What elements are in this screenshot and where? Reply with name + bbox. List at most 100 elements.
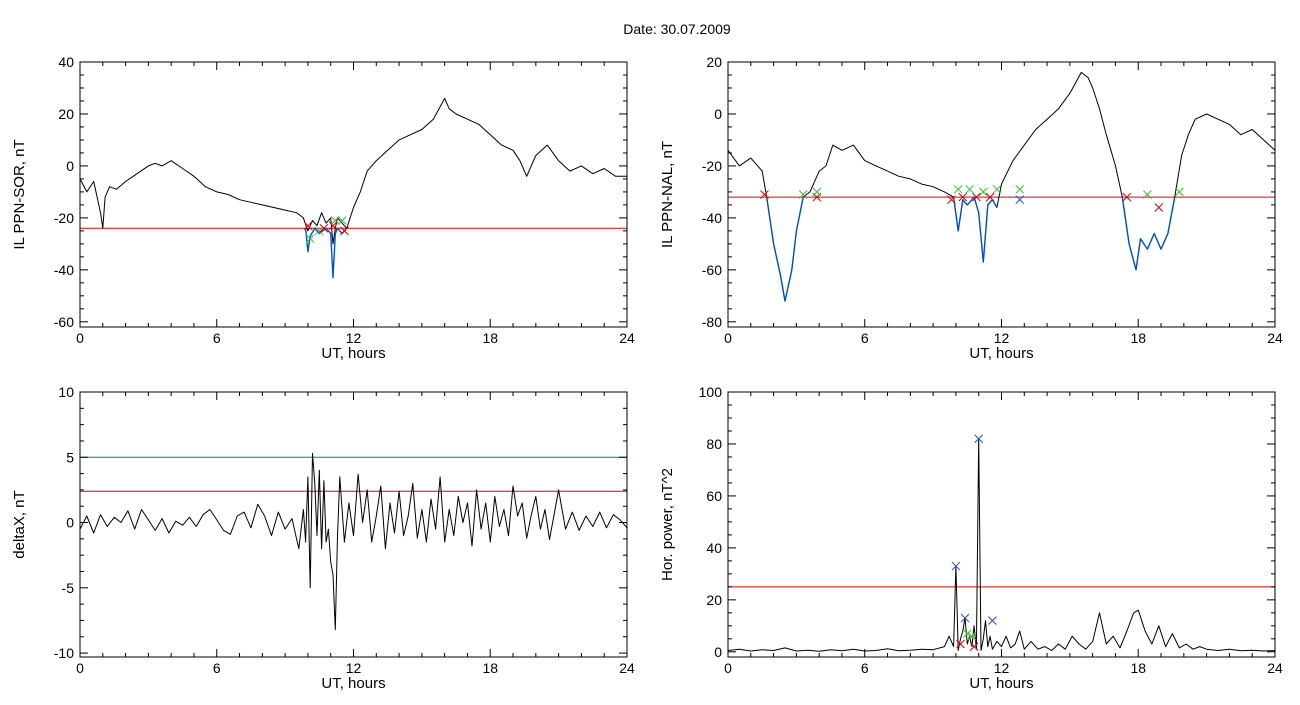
marker-cross [1122,192,1132,202]
page-title: Date: 30.07.2009 [623,21,731,37]
y-tick-label: 20 [706,592,722,608]
data-series-line [80,97,627,245]
y-tick-label: 0 [66,158,74,174]
highlight-series-line [766,196,1176,302]
chart-panel-ppn-nal: 0 6 12 18 24 20 0 -20 -40 -60 -80 UT, hours IL PPN-N… [659,54,1283,362]
marker-cross [305,234,315,244]
x-tick-label: 6 [861,660,869,676]
highlight-series-line [304,227,348,279]
data-series-line [728,438,1275,652]
y-tick-label: 40 [58,54,74,70]
y-axis-label: deltaX, nT [11,490,28,558]
y-tick-label: -40 [54,262,74,278]
marker-cross [340,226,349,236]
y-tick-label: 5 [66,449,74,465]
marker-cross [1143,190,1152,199]
marker-cross [956,639,965,649]
y-tick-label: -60 [54,314,74,330]
y-tick-label: -20 [702,158,722,174]
x-tick-label: 18 [482,660,498,676]
x-tick-label: 24 [619,330,635,346]
x-axis-label: UT, hours [969,345,1033,362]
marker-cross [974,434,984,444]
plot-frame [727,61,1276,328]
marker-cross [314,226,324,236]
x-tick-label: 12 [994,330,1010,346]
x-tick-label: 18 [482,330,498,346]
marker-cross [958,192,968,202]
marker-cross [798,190,808,199]
x-tick-label: 6 [213,330,221,346]
plot-frame [79,391,628,658]
data-series-line [80,452,627,631]
marker-cross [965,184,974,194]
marker-cross [962,629,972,638]
marker-cross [951,561,961,571]
x-tick-label: 18 [1130,330,1146,346]
x-tick-label: 0 [76,330,84,346]
x-tick-label: 18 [1130,660,1146,676]
y-tick-label: 100 [699,384,723,400]
x-tick-label: 12 [346,330,362,346]
y-tick-label: 0 [714,644,722,660]
y-axis-label: Hor. power, nT^2 [659,468,676,581]
marker-cross [319,223,329,233]
marker-cross [947,195,956,205]
y-tick-label: -80 [702,314,722,330]
marker-cross [992,184,1002,194]
chart-panel-deltax: 0 6 12 18 24 10 5 0 -5 -10 UT, hours deltaX, nT [11,384,635,692]
marker-cross [760,190,769,199]
marker-cross [330,216,340,225]
marker-cross [967,631,977,641]
x-tick-label: 0 [724,660,732,676]
y-tick-label: -20 [54,210,74,226]
y-axis-label: IL PPN-NAL, nT [659,141,676,248]
y-tick-label: 20 [58,106,74,122]
data-series-line [728,71,1275,302]
x-tick-label: 12 [346,660,362,676]
y-tick-label: 10 [58,384,74,400]
marker-cross [972,192,981,202]
marker-cross [1015,184,1025,194]
plot-frame [79,61,628,328]
marker-cross [1174,187,1184,197]
y-tick-label: 0 [66,515,74,531]
marker-cross [1154,203,1164,212]
plot-frame [727,391,1276,658]
x-tick-label: 0 [724,330,732,346]
chart-panel-ppn-sor: 0 6 12 18 24 40 20 0 -20 -40 -60 UT, hours IL PPN-SO… [11,54,635,362]
marker-cross [960,613,970,623]
y-tick-label: 40 [706,540,722,556]
marker-cross [985,192,995,202]
marker-cross [953,184,963,194]
x-tick-label: 24 [1267,330,1283,346]
marker-cross [978,187,988,197]
y-tick-label: -60 [702,262,722,278]
y-axis-label: IL PPN-SOR, nT [11,139,28,249]
x-tick-label: 12 [994,660,1010,676]
x-tick-label: 24 [1267,660,1283,676]
x-tick-label: 6 [861,330,869,346]
y-tick-label: -5 [62,580,75,596]
y-tick-label: -10 [54,645,74,661]
marker-cross [812,187,822,197]
chart-panel-hor-power: 0 6 12 18 24 100 80 60 40 20 0 UT, hours Hor. power,… [659,384,1283,692]
y-tick-label: 60 [706,488,722,504]
x-axis-label: UT, hours [969,675,1033,692]
y-tick-label: 80 [706,436,722,452]
x-tick-label: 0 [76,660,84,676]
marker-cross [303,221,313,231]
y-tick-label: 0 [714,106,722,122]
marker-cross [328,221,338,231]
x-tick-label: 24 [619,660,635,676]
marker-cross [969,642,979,651]
chart-panels: 0 6 12 18 24 40 20 0 -20 -40 -60 UT, hours IL PPN-SO… [11,54,1283,692]
marker-cross [988,616,997,625]
x-tick-label: 6 [213,660,221,676]
x-axis-label: UT, hours [321,675,385,692]
marker-cross [337,216,347,225]
y-tick-label: -40 [702,210,722,226]
marker-cross [1015,195,1025,205]
